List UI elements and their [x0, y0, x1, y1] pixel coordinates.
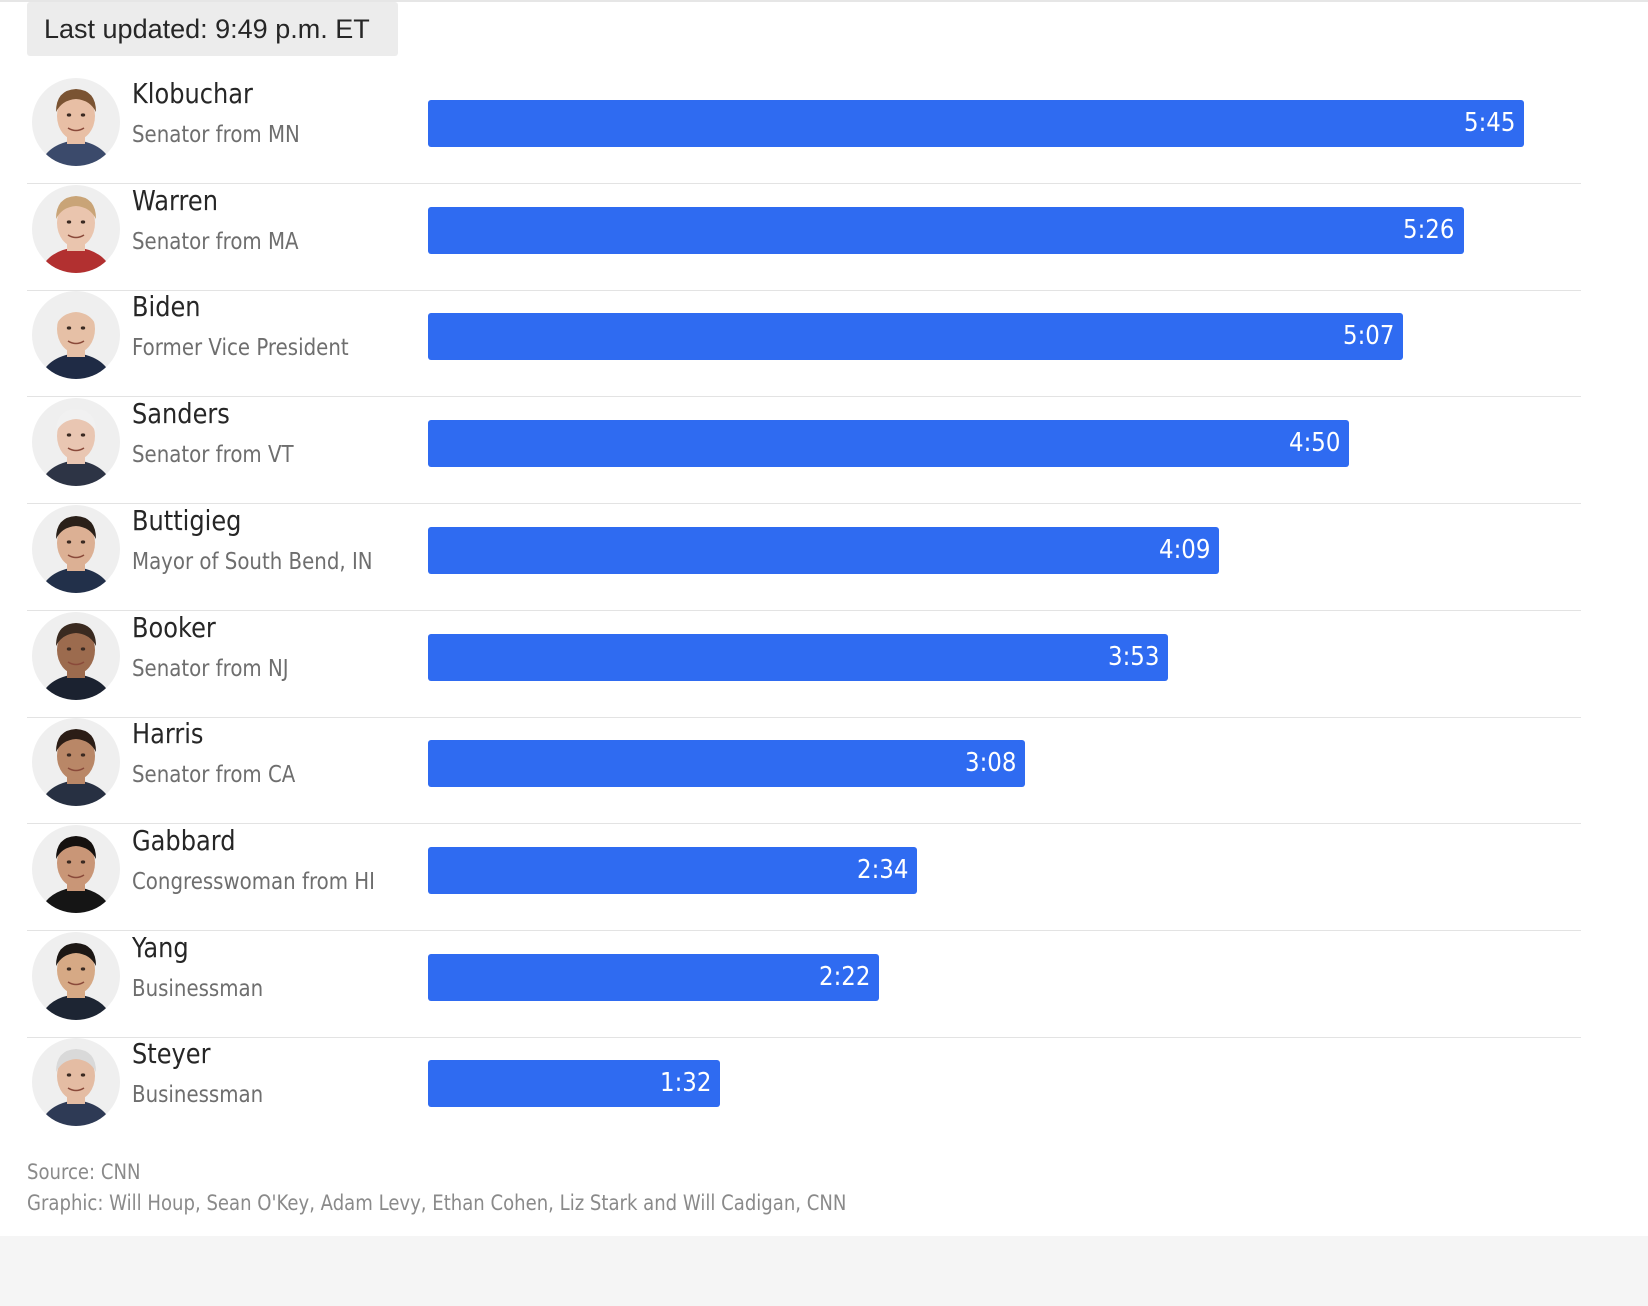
speaking-time-label: 4:50: [1288, 428, 1341, 459]
candidate-role: Senator from VT: [132, 442, 294, 469]
candidate-photo: [32, 184, 120, 273]
candidate-role: Senator from NJ: [132, 655, 289, 682]
candidate-role: Senator from MA: [132, 228, 299, 255]
top-divider: [0, 0, 1648, 2]
speaking-time-bar: 3:08: [428, 740, 1026, 788]
candidate-name: Warren: [132, 183, 218, 217]
candidate-row: Steyer Businessman 1:32: [27, 1032, 1581, 1144]
candidate-photo: [32, 291, 120, 380]
speaking-time-label: 2:22: [818, 961, 871, 992]
speaking-time-bar: 4:50: [428, 420, 1350, 468]
candidate-row: Warren Senator from MA 5:26: [27, 179, 1581, 291]
speaking-time-bar: 5:26: [428, 206, 1464, 254]
speaking-time-label: 1:32: [659, 1068, 712, 1099]
candidate-role: Mayor of South Bend, IN: [132, 548, 373, 575]
candidate-name: Biden: [132, 290, 201, 324]
speaking-time-bar: 5:07: [428, 313, 1404, 361]
candidate-name: Buttigieg: [132, 503, 242, 537]
candidate-name: Klobuchar: [132, 77, 253, 110]
candidate-row: Sanders Senator from VT 4:50: [27, 392, 1581, 505]
candidate-name: Harris: [132, 717, 204, 751]
candidate-role: Senator from CA: [132, 762, 296, 789]
candidate-role: Businessman: [132, 975, 264, 1002]
speaking-time-bar: 1:32: [428, 1060, 721, 1108]
source-note: Source: CNN: [27, 1160, 141, 1184]
candidate-photo: [32, 1038, 120, 1127]
candidate-photo: [32, 398, 120, 487]
candidate-row: Booker Senator from NJ 3:53: [27, 606, 1581, 718]
candidate-role: Congresswoman from HI: [132, 868, 376, 895]
speaking-time-bar: 2:22: [428, 953, 880, 1001]
candidate-name: Booker: [132, 610, 216, 644]
candidate-row: Yang Businessman 2:22: [27, 926, 1581, 1038]
candidate-name: Steyer: [132, 1037, 211, 1071]
candidate-role: Businessman: [132, 1082, 264, 1109]
candidate-row: Harris Senator from CA 3:08: [27, 712, 1581, 825]
candidate-name: Sanders: [132, 397, 230, 431]
candidate-name: Yang: [132, 930, 189, 964]
candidate-photo: [32, 78, 120, 166]
speaking-time-chart: Klobuchar Senator from MN 5:45 Warren Senato…: [27, 72, 1581, 1192]
candidate-role: Senator from MN: [132, 122, 300, 148]
candidate-photo: [32, 931, 120, 1020]
graphic-credits: Graphic: Will Houp, Sean O'Key, Adam Lev…: [27, 1191, 847, 1215]
candidate-name: Gabbard: [132, 823, 236, 857]
candidate-photo: [32, 718, 120, 807]
speaking-time-label: 3:08: [964, 748, 1017, 779]
speaking-time-label: 5:07: [1342, 321, 1395, 352]
speaking-time-label: 3:53: [1107, 641, 1160, 672]
last-updated-badge: Last updated: 9:49 p.m. ET: [27, 2, 398, 56]
candidate-photo: [32, 824, 120, 913]
candidate-row: Biden Former Vice President 5:07: [27, 285, 1581, 398]
speaking-time-bar: 5:45: [428, 100, 1524, 147]
speaking-time-label: 5:45: [1463, 108, 1515, 138]
candidate-role: Former Vice President: [132, 335, 349, 362]
speaking-time-label: 4:09: [1158, 534, 1211, 565]
candidate-photo: [32, 611, 120, 700]
speaking-time-bar: 4:09: [428, 526, 1220, 574]
bottom-fade: [0, 1236, 1648, 1306]
speaking-time-bar: 3:53: [428, 633, 1169, 681]
candidate-photo: [32, 504, 120, 593]
speaking-time-label: 2:34: [856, 854, 909, 885]
speaking-time-bar: 2:34: [428, 846, 918, 894]
candidate-row: Buttigieg Mayor of South Bend, IN 4:09: [27, 499, 1581, 611]
candidate-row: Klobuchar Senator from MN 5:45: [27, 72, 1581, 184]
candidate-row: Gabbard Congresswoman from HI 2:34: [27, 819, 1581, 931]
speaking-time-label: 5:26: [1403, 214, 1455, 245]
